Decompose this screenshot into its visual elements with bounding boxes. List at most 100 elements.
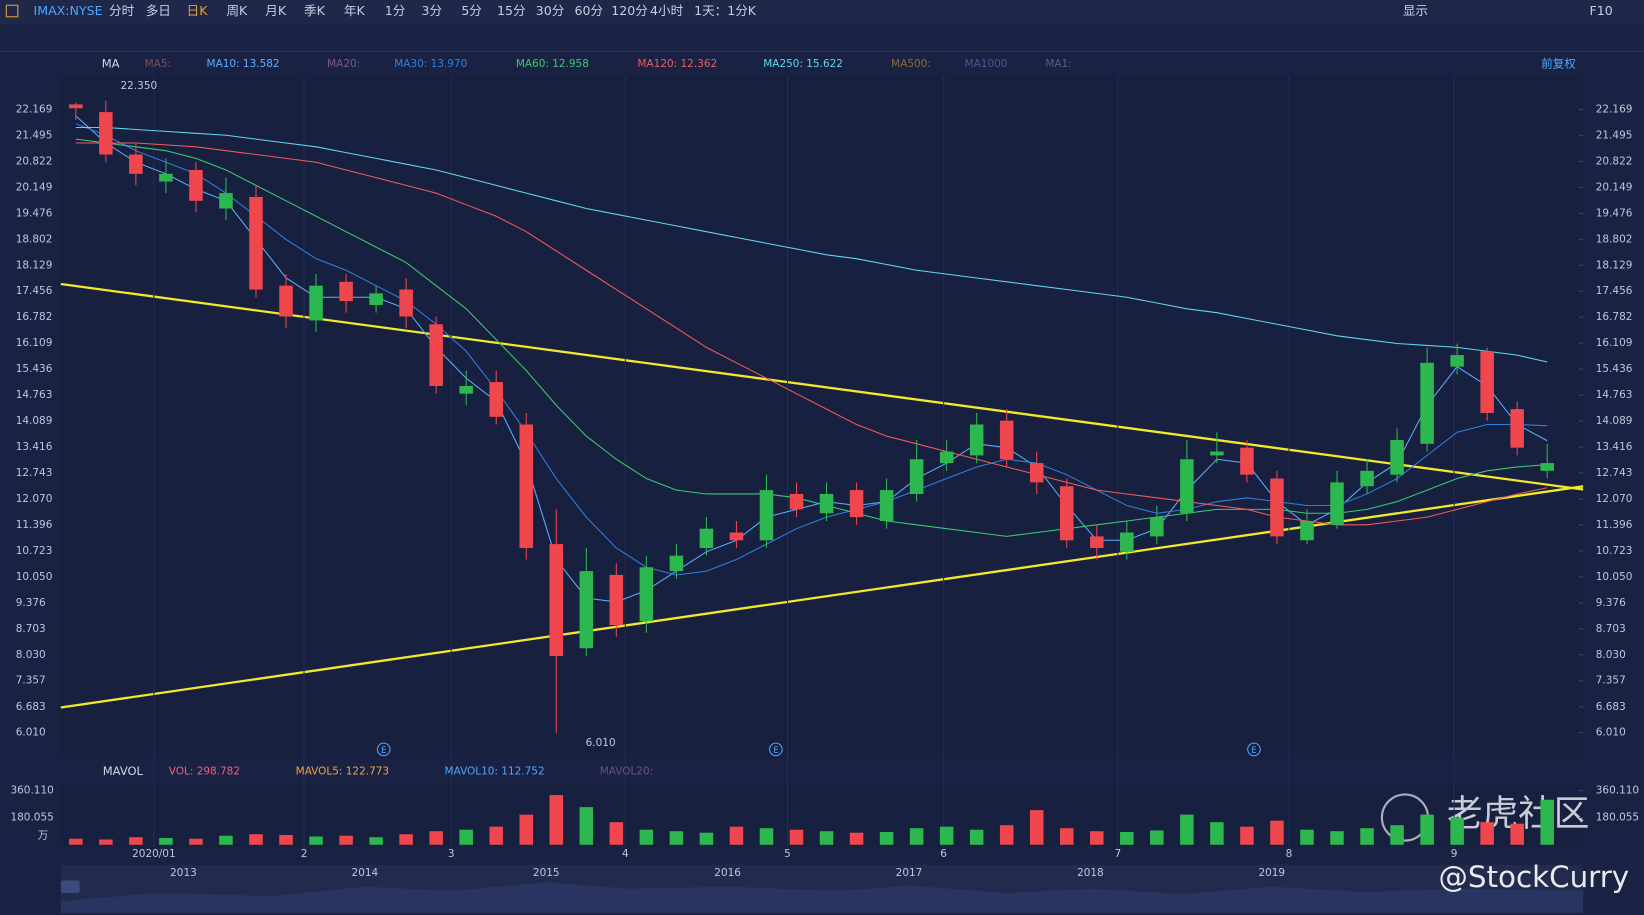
volume-bar [249,834,263,845]
navigator-handle[interactable] [60,880,80,893]
candle-body [399,289,413,317]
volume-tick-label: 180.055 [10,812,53,824]
candle-body [759,490,774,541]
volume-bar [399,834,413,845]
volume-bar [69,838,83,845]
volume-bar [759,828,774,845]
volume-bar [1390,825,1404,845]
period-tab[interactable]: 季K [304,3,326,18]
y-tick-label: 21.495 [16,129,53,141]
candle-body [1120,532,1134,552]
event-marker[interactable] [769,742,783,757]
legend-item[interactable]: MA30: 13.970 [394,58,467,70]
y-tick-label: 6.010 [16,727,46,739]
candle-body [729,532,744,541]
volume-bar [1029,810,1044,845]
symbol-icon[interactable] [5,4,19,18]
candle-body [339,281,353,302]
period-tab[interactable]: 年K [344,3,366,18]
indicator-name[interactable]: MA [102,56,120,70]
event-marker[interactable] [1247,742,1261,757]
volume-bar [1180,814,1194,845]
legend-item[interactable]: MA20: [327,58,360,70]
period-tab[interactable]: 15分 [497,3,526,18]
y-tick-label: 16.782 [1596,311,1633,323]
y-tick-label: 9.376 [1596,597,1626,609]
y-tick-label: 12.070 [1596,493,1633,505]
volume-legend-item[interactable]: MAVOL5: 122.773 [296,765,389,777]
y-tick-label: 22.169 [16,103,53,115]
volume-legend-item[interactable]: MAVOL20: [600,765,653,777]
event-marker[interactable] [376,742,391,757]
volume-bar [1420,814,1434,845]
period-tab[interactable]: 多日 [146,3,171,18]
y-tick-label: 6.683 [1596,701,1626,713]
volume-bar [969,829,984,845]
legend-item[interactable]: MA500: [891,58,931,70]
candle-body [1300,520,1314,541]
y-tick-label: 18.129 [1596,259,1633,271]
candle-body [519,424,534,548]
y-tick-label: 10.050 [1596,571,1633,583]
y-tick-label: 17.456 [16,285,53,297]
candle-body [129,154,143,174]
volume-tick-label: 180.055 [1596,812,1639,824]
period-tab[interactable]: 3分 [421,3,442,18]
period-tab[interactable]: 周K [226,3,248,18]
period-tab[interactable]: 1天：1分K [694,3,757,18]
period-tab[interactable]: 日K [187,3,209,18]
volume-bar [1270,820,1284,845]
period-tab[interactable]: 60分 [575,3,604,18]
legend-item[interactable]: MA10: 13.582 [207,58,280,70]
candle-body [1210,451,1224,456]
y-tick-label: 20.149 [1596,181,1633,193]
candle-body [999,420,1014,460]
period-tab[interactable]: 120分 [611,3,648,18]
symbol[interactable]: IMAX:NYSE [34,3,103,18]
volume-bar [939,826,954,845]
volume-legend-item[interactable]: VOL: 298.782 [169,765,240,777]
x-tick-label: 7 [1114,848,1121,860]
x-tick-label: 3 [448,848,455,860]
volume-indicator-name[interactable]: MAVOL [103,764,144,778]
legend-item[interactable]: MA1: [1045,58,1071,70]
candle-body [939,451,954,464]
period-tab[interactable]: 5分 [461,3,482,18]
legend-item[interactable]: MA5: [145,58,171,70]
volume-bar [789,829,804,845]
volume-bar [879,831,894,845]
candle-body [1150,517,1164,537]
legend-item[interactable]: MA120: 12.362 [637,58,717,70]
volume-bar [1120,831,1134,845]
y-tick-label: 14.763 [1596,389,1633,401]
navigator-year: 2016 [714,867,741,879]
candle-body [1240,447,1254,475]
period-tab[interactable]: 月K [265,3,287,18]
display-menu[interactable]: 显示 [1403,3,1428,18]
volume-bar [999,825,1014,845]
period-tab[interactable]: 分时 [109,3,135,18]
high-annotation: 22.350 [121,80,158,92]
candle-body [1420,362,1434,444]
event-label: E [381,745,386,755]
ma-line [75,138,1548,537]
navigator-year: 2013 [170,867,197,879]
drawing-toolbar-bg [0,25,1644,52]
volume-bar [579,807,594,845]
y-tick-label: 18.802 [16,233,53,245]
volume-bar [1090,831,1104,845]
candle-body [459,385,473,394]
y-tick-label: 8.703 [1596,623,1626,635]
candle-body [969,424,984,456]
period-tab[interactable]: 1分 [385,3,406,18]
period-tab[interactable]: 30分 [536,3,565,18]
legend-item[interactable]: MA60: 12.958 [516,58,589,70]
legend-item[interactable]: MA250: 15.622 [763,58,843,70]
volume-bar [849,832,864,845]
volume-legend-item[interactable]: MAVOL10: 112.752 [445,765,545,777]
period-tab[interactable]: 4小时 [650,3,684,18]
legend-item[interactable]: MA1000 [965,58,1008,70]
f10-button[interactable]: F10 [1589,3,1612,18]
y-tick-label: 10.723 [1596,545,1633,557]
adjust-mode[interactable]: 前复权 [1541,56,1576,70]
